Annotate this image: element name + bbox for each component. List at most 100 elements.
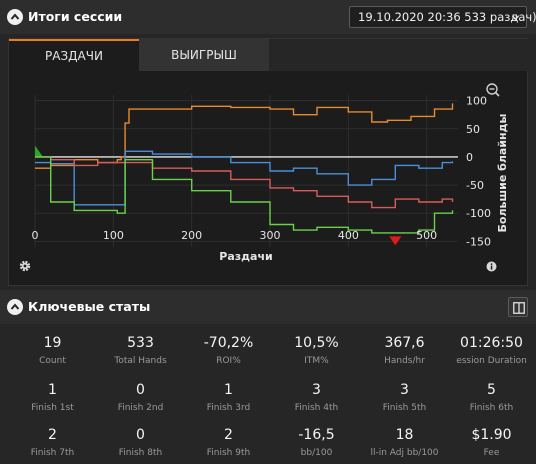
stat-item: $1.90 Fee — [447, 427, 536, 458]
tab-winnings[interactable]: ВЫИГРЫШ — [139, 39, 269, 71]
chart-panel: РАЗДАЧИ ВЫИГРЫШ 0 100 200 300 400 500 100 50 0-… — [8, 38, 529, 286]
stat-value: 2 — [48, 427, 57, 443]
stat-value: 3 — [312, 382, 321, 398]
zoom-out-icon[interactable] — [486, 83, 500, 97]
x-axis-ticks: 0 100 200 300 400 500 — [32, 229, 438, 242]
stat-value: 01:26:50 — [460, 335, 523, 351]
x-tick-label: 300 — [260, 229, 281, 242]
zero-line — [35, 145, 458, 158]
stat-label: Finish 8th — [118, 448, 163, 458]
stat-value: -70,2% — [203, 335, 254, 351]
stat-item: 5 Finish 6th — [447, 382, 536, 413]
key-stats-grid: 19 Count 533 Total Hands -70,2% ROI% 10,5% ITM%… — [0, 326, 536, 464]
stat-value: 1 — [224, 382, 233, 398]
stat-value: 10,5% — [294, 335, 339, 351]
stat-item: -16,5 bb/100 — [272, 427, 361, 458]
y-axis-label: Большие блайнды — [496, 113, 509, 232]
stat-label: ession Duration — [456, 356, 527, 366]
chevron-up-icon — [10, 13, 20, 20]
chart-grid — [34, 95, 458, 247]
series-line-3 — [35, 156, 454, 234]
chart-series — [35, 103, 454, 234]
stat-value: 533 — [127, 335, 154, 351]
stat-label: ITM% — [304, 356, 329, 366]
series-line-2 — [35, 156, 454, 209]
stat-item: 533 Total Hands — [96, 335, 185, 366]
x-tick-label: 200 — [181, 229, 202, 242]
stat-value: 2 — [224, 427, 233, 443]
stat-value: 1 — [48, 382, 57, 398]
stat-item: 18 ll-in Adj bb/100 — [360, 427, 449, 458]
stat-label: Finish 1st — [31, 403, 74, 413]
layout-toggle-button[interactable] — [508, 297, 528, 317]
stat-value: 18 — [395, 427, 414, 443]
y-tick-label: -150 — [466, 235, 491, 248]
x-tick-label: 400 — [338, 229, 359, 242]
series-line-0 — [35, 103, 454, 169]
stat-value: 0 — [136, 427, 145, 443]
stat-label: Finish 9th — [206, 448, 251, 458]
stat-label: Count — [39, 356, 66, 366]
session-dropdown[interactable]: 19.10.2020 20:36 533 раздач) — [349, 6, 536, 28]
stat-label: Finish 7th — [30, 448, 75, 458]
stat-label: bb/100 — [300, 448, 333, 458]
stat-value: 0 — [136, 382, 145, 398]
y-tick-label: -100 — [466, 207, 491, 220]
stat-item: 2 Finish 9th — [184, 427, 273, 458]
tab-hands[interactable]: РАЗДАЧИ — [9, 39, 139, 71]
stat-item: -70,2% ROI% — [184, 335, 273, 366]
stat-value: -16,5 — [298, 427, 335, 443]
x-tick-label: 100 — [103, 229, 124, 242]
stat-item: 1 Finish 1st — [8, 382, 97, 413]
session-summary-header: Итоги сессии 19.10.2020 20:36 533 раздач… — [0, 0, 536, 34]
x-tick-label: 500 — [416, 229, 437, 242]
session-dropdown-value: 19.10.2020 20:36 533 раздач) — [358, 10, 536, 24]
stat-label: Fee — [483, 448, 500, 458]
chart-markers — [389, 236, 402, 246]
chart-tabs: РАЗДАЧИ ВЫИГРЫШ — [9, 39, 529, 71]
y-tick-label: 0 — [466, 151, 473, 164]
y-tick-label: 100 — [466, 95, 487, 108]
gear-icon[interactable] — [19, 260, 31, 272]
stat-item: 10,5% ITM% — [272, 335, 361, 366]
stat-label: Total Hands — [114, 356, 167, 366]
stat-value: 3 — [400, 382, 409, 398]
stat-label: Finish 3rd — [206, 403, 251, 413]
stat-item: 367,6 Hands/hr — [360, 335, 449, 366]
stat-item: 1 Finish 3rd — [184, 382, 273, 413]
y-axis-ticks: 100 50 0 -50 -100 -150 — [466, 95, 491, 249]
stat-item: 3 Finish 5th — [360, 382, 449, 413]
y-tick-label: -50 — [466, 179, 484, 192]
stat-item: 2 Finish 7th — [8, 427, 97, 458]
stat-item: 19 Count — [8, 335, 97, 366]
series-line-1 — [35, 150, 454, 206]
stat-label: Finish 2nd — [117, 403, 164, 413]
x-axis-label: Раздачи — [219, 250, 272, 263]
start-area — [35, 145, 43, 157]
stat-label: Hands/hr — [384, 356, 425, 366]
stat-label: Finish 6th — [469, 403, 514, 413]
stat-item: 01:26:50 ession Duration — [447, 335, 536, 366]
key-stats-title: Ключевые статы — [28, 299, 151, 314]
stat-value: 367,6 — [384, 335, 425, 351]
info-icon[interactable] — [486, 261, 497, 272]
stat-label: ll-in Adj bb/100 — [370, 448, 439, 458]
chevron-down-icon — [511, 15, 520, 21]
stat-item: 0 Finish 2nd — [96, 382, 185, 413]
split-panel-icon — [513, 302, 525, 314]
stat-value: $1.90 — [471, 427, 512, 443]
stat-value: 5 — [487, 382, 496, 398]
stat-label: Finish 4th — [294, 403, 339, 413]
stat-label: ROI% — [216, 356, 241, 366]
stat-label: Finish 5th — [382, 403, 427, 413]
collapse-session-button[interactable] — [7, 9, 23, 25]
session-summary-title: Итоги сессии — [28, 9, 123, 24]
collapse-stats-button[interactable] — [7, 299, 23, 315]
stat-item: 3 Finish 4th — [272, 382, 361, 413]
x-tick-label: 0 — [32, 229, 39, 242]
key-stats-header: Ключевые статы — [0, 290, 536, 324]
chevron-up-icon — [10, 303, 20, 310]
stat-value: 19 — [43, 335, 62, 351]
y-tick-label: 50 — [466, 123, 480, 136]
